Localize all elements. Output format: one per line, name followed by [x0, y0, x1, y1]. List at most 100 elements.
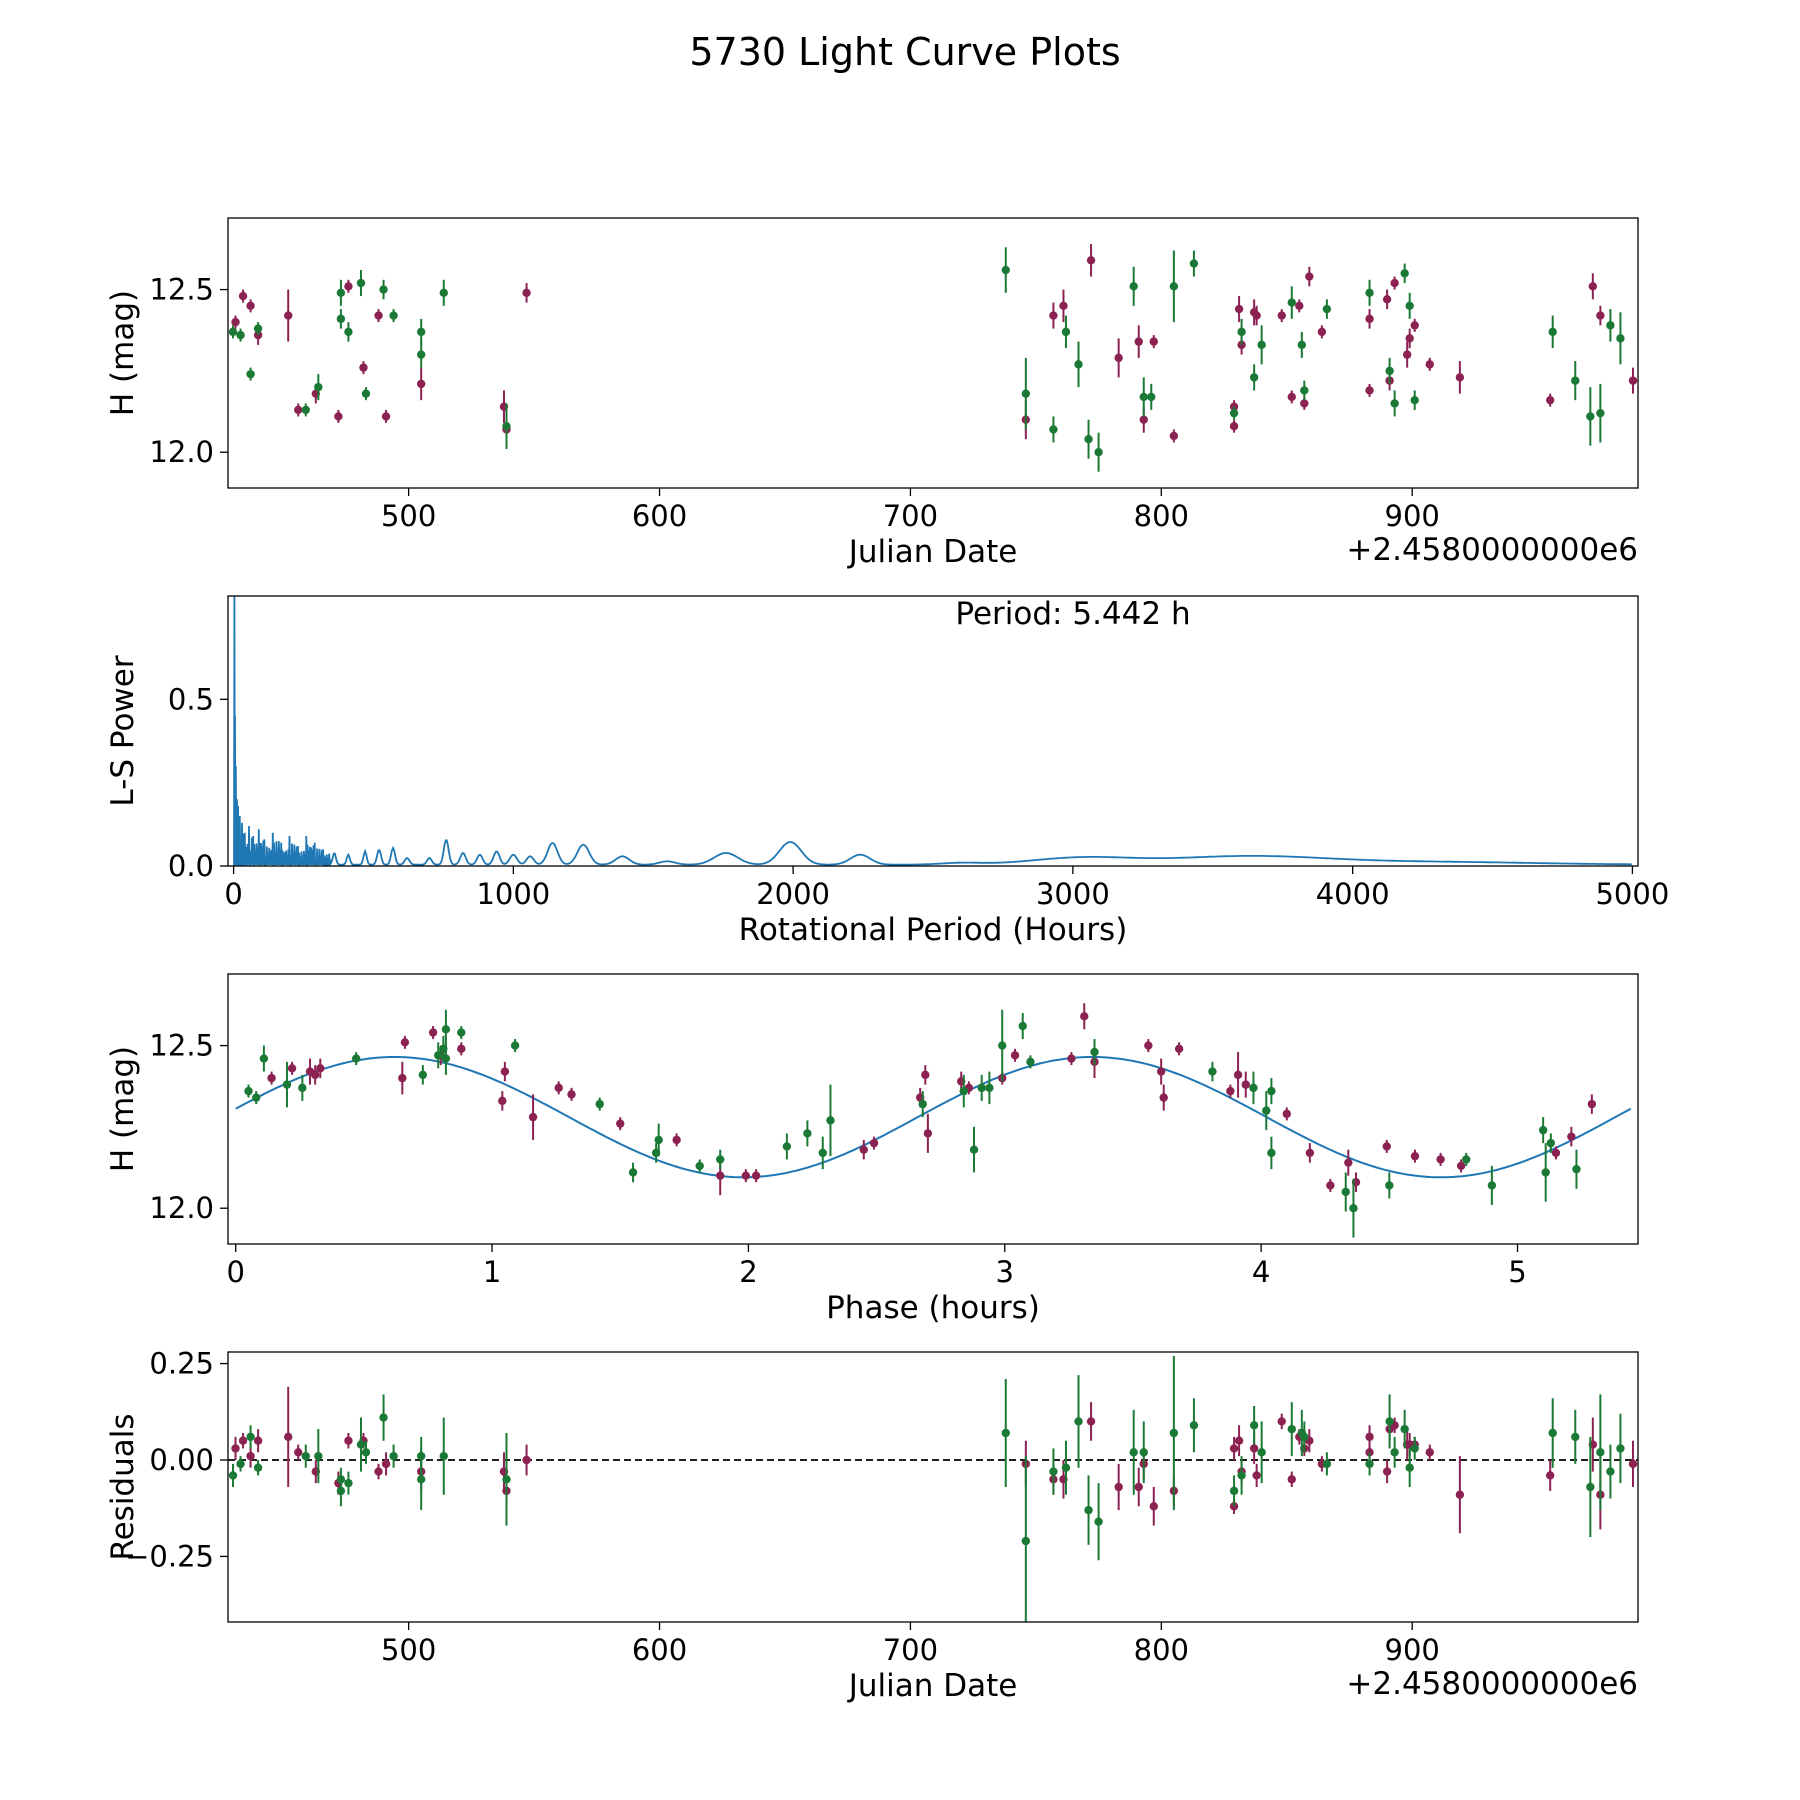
data-point	[716, 1155, 725, 1164]
data-point	[1405, 1463, 1414, 1472]
data-point	[1548, 327, 1557, 337]
data-point	[252, 1093, 261, 1102]
data-point	[1300, 399, 1309, 408]
sinusoid-fit-curve	[235, 1056, 1632, 1179]
data-point	[1402, 350, 1412, 359]
data-point	[1229, 402, 1239, 411]
series-green	[244, 1009, 1581, 1238]
data-point	[1169, 1428, 1179, 1438]
data-point	[246, 1432, 255, 1442]
phased-axes-frame	[227, 973, 1639, 1245]
y-tick-label: 0.00	[149, 1443, 214, 1477]
data-point	[398, 1073, 407, 1083]
data-point	[1382, 1142, 1391, 1151]
data-point	[334, 412, 343, 421]
data-point	[253, 1436, 263, 1445]
data-point	[628, 1168, 638, 1177]
lightcurve-plot-area	[228, 244, 1638, 472]
data-point	[1365, 1432, 1374, 1442]
data-point	[244, 1086, 253, 1096]
data-point	[238, 291, 248, 301]
x-axis-label: Phase (hours)	[826, 1290, 1040, 1326]
data-point	[1456, 1161, 1466, 1171]
x-tick-label: 3	[996, 1255, 1014, 1289]
data-point	[1382, 295, 1392, 304]
data-point	[361, 389, 371, 398]
data-point	[1021, 389, 1031, 398]
periodogram-power-line	[233, 596, 1632, 866]
data-point	[356, 278, 366, 288]
data-point	[1010, 1051, 1020, 1060]
data-point	[379, 1413, 388, 1422]
data-point	[1257, 340, 1266, 350]
data-point	[381, 1459, 391, 1469]
data-point	[1147, 392, 1156, 402]
data-point	[1059, 301, 1068, 311]
data-point	[1586, 1482, 1595, 1492]
series-green	[228, 247, 1625, 472]
data-point	[1538, 1125, 1548, 1135]
data-point	[246, 1451, 255, 1461]
data-point	[1297, 340, 1307, 350]
data-point	[267, 1073, 276, 1083]
data-point	[595, 1099, 604, 1109]
data-point	[1572, 1164, 1581, 1174]
data-point	[869, 1138, 879, 1148]
data-point	[1455, 373, 1465, 382]
lightcurve-axes-frame	[227, 217, 1639, 489]
data-point	[1545, 1471, 1555, 1480]
data-point	[236, 1459, 245, 1469]
data-point	[1084, 1505, 1093, 1515]
data-point	[336, 314, 346, 324]
data-point	[1365, 288, 1374, 298]
data-point	[1080, 1012, 1089, 1021]
data-point	[1139, 392, 1148, 402]
data-point	[1322, 304, 1332, 314]
data-point	[1287, 392, 1296, 402]
data-point	[1405, 301, 1414, 311]
figure-title: 5730 Light Curve Plots	[689, 30, 1120, 74]
data-point	[1305, 272, 1314, 281]
data-point	[1425, 1448, 1434, 1457]
data-point	[1262, 1106, 1271, 1115]
phased-plot-area	[235, 1003, 1632, 1238]
data-point	[314, 1451, 323, 1461]
x-tick-label: 500	[381, 1633, 436, 1667]
data-point	[1086, 256, 1096, 265]
data-point	[1229, 1502, 1239, 1511]
data-point	[1026, 1057, 1035, 1067]
y-axis-label: H (mag)	[105, 290, 141, 416]
data-point	[1237, 1471, 1246, 1480]
data-point	[1287, 1424, 1296, 1434]
data-point	[859, 1145, 868, 1154]
data-point	[1249, 1444, 1259, 1453]
data-point	[1208, 1067, 1217, 1076]
x-axis-label: Julian Date	[847, 1668, 1018, 1704]
data-point	[1548, 1428, 1557, 1438]
series-maroon	[267, 1003, 1597, 1196]
data-point	[1234, 304, 1244, 314]
data-point	[1114, 1482, 1123, 1492]
x-tick-label: 600	[632, 499, 687, 533]
data-point	[379, 285, 388, 294]
data-point	[389, 311, 398, 320]
data-point	[1226, 1086, 1235, 1096]
data-point	[1249, 1421, 1259, 1430]
data-point	[1282, 1109, 1291, 1119]
residuals-axes-frame	[227, 1351, 1639, 1623]
data-point	[1252, 311, 1261, 320]
data-point	[654, 1135, 663, 1145]
data-point	[1169, 282, 1179, 291]
data-point	[1018, 1021, 1027, 1031]
data-point	[1455, 1490, 1465, 1499]
data-point	[1267, 1148, 1276, 1158]
data-point	[1341, 1187, 1350, 1197]
data-point	[502, 1475, 511, 1484]
data-point	[1249, 1083, 1258, 1093]
y-tick-label: 0.0	[168, 849, 214, 883]
data-point	[1241, 1080, 1250, 1089]
data-point	[1094, 448, 1103, 457]
data-point	[1390, 1448, 1399, 1457]
data-point	[246, 369, 255, 379]
